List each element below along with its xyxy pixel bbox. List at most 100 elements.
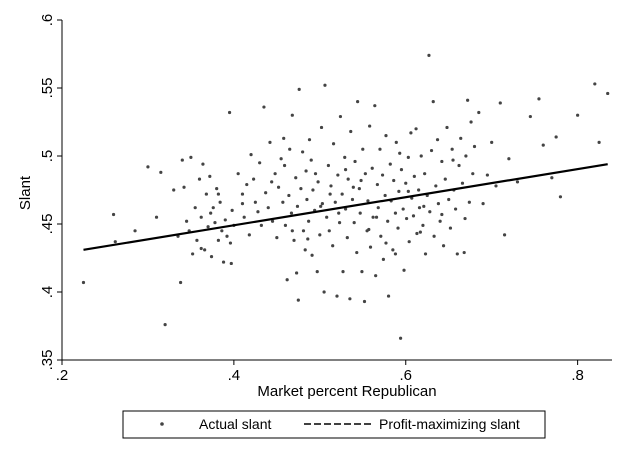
legend-label-actual: Actual slant	[199, 416, 271, 432]
data-point	[236, 172, 240, 176]
data-point	[199, 215, 203, 219]
data-point	[252, 177, 256, 181]
data-point	[361, 147, 365, 151]
data-point	[301, 229, 306, 233]
data-point	[405, 216, 409, 221]
data-point	[376, 206, 380, 210]
data-point	[386, 294, 391, 298]
data-point	[367, 227, 371, 232]
data-point	[541, 143, 545, 147]
data-point	[515, 180, 520, 184]
y-tick-label: .45	[39, 214, 56, 235]
data-point	[296, 298, 300, 302]
data-point	[223, 218, 227, 222]
data-point	[363, 172, 367, 176]
data-point	[371, 215, 375, 219]
data-point	[415, 231, 419, 236]
data-point	[383, 193, 387, 198]
data-point	[345, 236, 349, 240]
data-point	[384, 134, 388, 138]
data-point	[374, 274, 378, 278]
data-point	[228, 241, 233, 245]
data-point	[253, 200, 257, 204]
data-point	[242, 215, 246, 219]
data-point	[331, 244, 335, 248]
data-point	[406, 155, 410, 159]
data-point	[459, 136, 463, 140]
data-point	[225, 234, 229, 238]
data-point	[295, 204, 300, 208]
data-point	[146, 165, 150, 169]
data-point	[471, 172, 475, 176]
data-point	[373, 104, 377, 108]
x-tick-label: .8	[571, 367, 584, 384]
data-point	[597, 140, 601, 144]
data-point	[392, 178, 396, 183]
data-point	[315, 270, 319, 274]
data-point	[349, 129, 353, 134]
data-point	[374, 215, 379, 219]
data-point	[421, 223, 425, 227]
data-point	[394, 140, 398, 144]
data-point	[440, 212, 444, 217]
data-point	[204, 192, 208, 196]
data-point	[303, 248, 307, 252]
data-point	[401, 207, 405, 211]
data-point	[362, 299, 367, 304]
data-point	[313, 172, 318, 176]
data-point	[221, 260, 226, 264]
data-point	[348, 297, 352, 301]
data-point	[216, 238, 221, 242]
data-point	[451, 158, 455, 162]
data-point	[337, 221, 342, 225]
data-point	[418, 230, 422, 234]
data-point	[448, 226, 453, 230]
data-point	[311, 188, 315, 192]
data-point	[206, 225, 210, 229]
data-point	[264, 191, 268, 195]
data-point	[494, 184, 498, 188]
data-point	[195, 238, 199, 242]
data-point	[356, 100, 360, 104]
data-point	[279, 157, 283, 161]
data-point	[229, 261, 233, 266]
data-point	[323, 83, 327, 87]
data-point	[81, 280, 86, 285]
data-point	[350, 197, 355, 202]
data-point	[220, 229, 224, 233]
data-point	[481, 202, 485, 206]
data-point	[528, 114, 532, 119]
data-point	[593, 82, 597, 86]
data-point	[290, 113, 294, 117]
data-point	[429, 148, 434, 153]
data-point	[353, 159, 357, 164]
data-point	[240, 202, 245, 206]
data-point	[133, 229, 137, 233]
data-point	[393, 211, 398, 215]
data-point	[325, 215, 329, 219]
data-point	[341, 270, 345, 274]
data-point	[381, 257, 386, 261]
data-point	[359, 178, 363, 183]
x-tick-label: .2	[56, 367, 69, 384]
data-point	[199, 246, 203, 251]
data-point	[435, 138, 440, 142]
data-point	[462, 250, 466, 255]
data-point	[368, 245, 373, 249]
data-point	[113, 240, 117, 244]
data-point	[337, 211, 341, 215]
data-point	[606, 91, 610, 96]
data-point	[450, 147, 454, 151]
data-point	[273, 172, 277, 176]
data-point	[453, 207, 458, 211]
data-point	[275, 236, 279, 240]
y-tick-label: .6	[39, 14, 56, 27]
data-point	[431, 100, 435, 104]
data-point	[245, 182, 249, 187]
data-point	[428, 210, 432, 214]
data-point	[259, 223, 263, 227]
data-point	[357, 187, 361, 191]
data-point	[576, 113, 580, 117]
data-point	[111, 212, 116, 217]
